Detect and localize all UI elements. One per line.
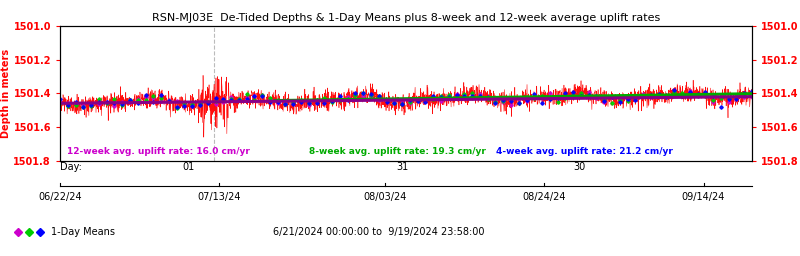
Text: 08/03/24: 08/03/24 (363, 192, 407, 202)
Text: 8-week avg. uplift rate: 19.3 cm/yr: 8-week avg. uplift rate: 19.3 cm/yr (309, 147, 486, 156)
Text: 6/21/2024 00:00:00 to  9/19/2024 23:58:00: 6/21/2024 00:00:00 to 9/19/2024 23:58:00 (273, 227, 484, 237)
Text: 1-Day Means: 1-Day Means (50, 227, 114, 237)
Text: Day:: Day: (60, 162, 82, 172)
Text: 09/14/24: 09/14/24 (682, 192, 726, 202)
Text: 31: 31 (397, 162, 409, 172)
Text: 06/22/24: 06/22/24 (38, 192, 82, 202)
Text: 4-week avg. uplift rate: 21.2 cm/yr: 4-week avg. uplift rate: 21.2 cm/yr (496, 147, 673, 156)
Text: 08/24/24: 08/24/24 (522, 192, 566, 202)
Text: 01: 01 (182, 162, 194, 172)
Title: RSN-MJ03E  De-Tided Depths & 1-Day Means plus 8-week and 12-week average uplift : RSN-MJ03E De-Tided Depths & 1-Day Means … (152, 13, 660, 24)
Text: 30: 30 (573, 162, 585, 172)
Text: 12-week avg. uplift rate: 16.0 cm/yr: 12-week avg. uplift rate: 16.0 cm/yr (67, 147, 250, 156)
Text: 07/13/24: 07/13/24 (198, 192, 241, 202)
Y-axis label: Depth in meters: Depth in meters (1, 49, 10, 138)
